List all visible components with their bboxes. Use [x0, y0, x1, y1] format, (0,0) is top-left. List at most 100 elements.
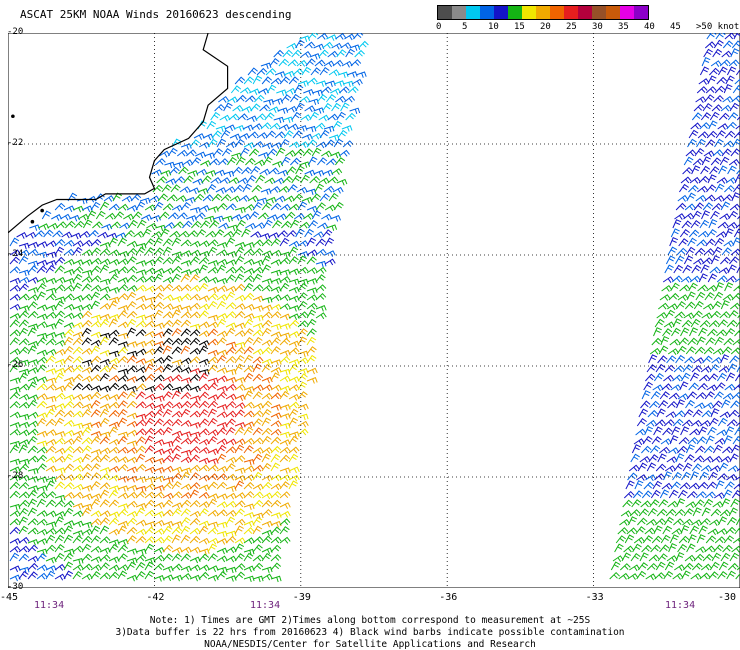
wind-barb — [722, 544, 733, 553]
wind-barb — [90, 275, 102, 283]
wind-barb — [135, 535, 147, 544]
wind-barb — [655, 363, 666, 373]
wind-barb — [223, 230, 235, 238]
wind-barb — [717, 123, 729, 130]
legend-label: 20 — [540, 22, 551, 32]
wind-barb — [682, 518, 693, 526]
wind-barb — [306, 309, 317, 319]
wind-barb — [721, 399, 731, 409]
wind-barb — [248, 211, 259, 220]
wind-barb — [713, 391, 724, 400]
wind-barb — [18, 327, 29, 337]
wind-barb — [198, 428, 210, 436]
wind-barb — [63, 507, 74, 517]
wind-barb — [675, 453, 685, 463]
wind-barb — [252, 427, 263, 436]
wind-barb — [162, 391, 173, 400]
wind-barb — [716, 231, 727, 238]
wind-barb — [27, 562, 39, 571]
legend-label: 40 — [644, 22, 655, 32]
wind-barb — [162, 363, 173, 373]
wind-barb — [144, 483, 156, 490]
wind-barb — [261, 481, 273, 490]
wind-barb — [207, 276, 219, 284]
wind-barb — [729, 256, 740, 265]
wind-barb — [659, 391, 670, 400]
wind-barb — [672, 471, 683, 481]
wind-barb — [729, 355, 740, 364]
coastline-path — [7, 32, 229, 234]
wind-barb — [45, 404, 57, 412]
wind-barb — [171, 418, 183, 427]
wind-barb — [108, 375, 120, 382]
wind-barb — [725, 275, 737, 283]
wind-barb — [306, 377, 318, 384]
wind-barb — [171, 273, 182, 283]
wind-barb — [198, 474, 210, 482]
wind-barb — [711, 104, 723, 112]
wind-barb — [162, 535, 173, 544]
wind-barb — [198, 383, 210, 391]
wind-barb — [135, 436, 146, 445]
wind-barb — [297, 428, 309, 436]
wind-barb — [99, 454, 110, 463]
wind-barb — [126, 420, 138, 428]
wind-barb — [207, 382, 219, 391]
wind-barb — [47, 222, 59, 230]
wind-barb — [63, 453, 74, 463]
wind-barb — [621, 552, 631, 562]
wind-barb — [99, 394, 111, 401]
wind-barb — [725, 75, 735, 85]
wind-barb — [279, 502, 291, 509]
map-canvas[interactable] — [7, 30, 740, 589]
wind-barb — [331, 168, 343, 175]
wind-barb — [180, 525, 191, 535]
wind-barb — [9, 565, 21, 573]
wind-barb — [270, 412, 282, 420]
wind-barb — [54, 348, 66, 356]
wind-barb — [54, 265, 65, 274]
wind-barb — [252, 384, 264, 392]
wind-barb — [187, 230, 198, 238]
wind-barb — [9, 377, 21, 384]
wind-barb — [313, 231, 325, 238]
wind-barb — [72, 571, 83, 580]
wind-barb — [636, 418, 647, 427]
wind-barb — [684, 554, 696, 562]
wind-barb — [638, 408, 648, 418]
wind-barb — [695, 392, 707, 400]
wind-barb — [63, 322, 75, 329]
wind-barb — [689, 428, 701, 436]
wind-barb — [159, 150, 171, 158]
wind-barb — [202, 194, 214, 202]
wind-barb — [631, 499, 642, 508]
wind-barb — [225, 485, 237, 492]
wind-barb — [81, 521, 93, 529]
wind-barb — [692, 210, 702, 220]
wind-barb — [153, 547, 165, 554]
wind-barb — [99, 286, 111, 293]
wind-barb — [225, 456, 237, 464]
wind-barb — [345, 112, 356, 121]
wind-barb — [189, 482, 201, 490]
legend-swatch — [592, 6, 606, 19]
wind-barb — [667, 303, 679, 311]
wind-barb — [705, 337, 716, 346]
wind-barb — [153, 491, 165, 499]
wind-barb — [270, 483, 282, 491]
wind-barb — [99, 482, 111, 490]
wind-barb — [81, 445, 92, 454]
wind-barb — [171, 237, 182, 247]
wind-barb — [252, 273, 263, 283]
wind-map[interactable] — [7, 30, 740, 589]
wind-barb — [653, 372, 664, 382]
wind-barb — [108, 337, 119, 346]
wind-barb — [126, 446, 138, 454]
wind-barb — [144, 204, 156, 212]
wind-barb — [63, 346, 74, 355]
wind-barb — [675, 354, 686, 364]
wind-barb — [126, 285, 138, 292]
wind-barb — [269, 186, 281, 193]
wind-barb — [682, 462, 693, 472]
wind-barb — [318, 177, 330, 185]
